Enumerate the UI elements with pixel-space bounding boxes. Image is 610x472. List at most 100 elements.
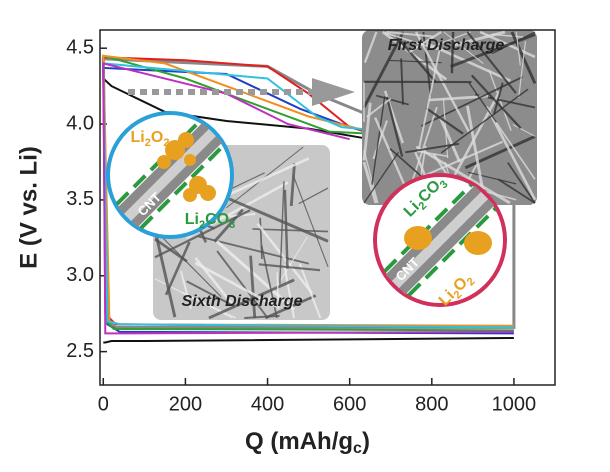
series-line (102, 56, 514, 329)
x-axis-label: Q (mAh/gc) (245, 428, 370, 457)
fiber (216, 250, 269, 319)
fiber (493, 82, 504, 115)
fiber (467, 171, 517, 185)
fiber (512, 124, 536, 137)
formula: Li2O2 (131, 129, 170, 149)
formula: Li2CO3 (401, 173, 451, 223)
fiber (362, 102, 372, 161)
deposit (178, 132, 194, 148)
fiber (371, 96, 386, 185)
fiber (256, 223, 313, 294)
fiber (258, 263, 321, 272)
x-axis-label-part: ) (362, 428, 370, 455)
fiber (227, 157, 310, 197)
fiber (292, 175, 329, 268)
fiber (449, 90, 502, 184)
deposit (404, 226, 432, 250)
fiber (466, 31, 517, 94)
fiber (154, 229, 222, 298)
fiber (362, 31, 405, 109)
fiber (279, 181, 285, 285)
x-tick-label: 600 (333, 393, 366, 415)
fiber (408, 31, 442, 53)
fiber (425, 41, 511, 83)
fiber (363, 151, 399, 204)
fiber (179, 270, 192, 310)
deposit (157, 155, 171, 169)
fiber (485, 105, 537, 201)
fiber (386, 31, 435, 38)
cnt (383, 183, 497, 297)
fiber (164, 241, 191, 296)
fiber (440, 88, 529, 154)
fiber (453, 30, 506, 47)
x-tick-label: 1000 (492, 393, 537, 415)
formula-sub: 2 (163, 137, 169, 149)
formula: Li2CO3 (185, 211, 235, 231)
fiber (420, 140, 503, 179)
y-axis-label: E (V vs. Li) (15, 146, 42, 269)
x-axis-label-part: Q (mAh/g (245, 428, 353, 455)
fiber (249, 255, 257, 319)
fiber (405, 142, 460, 154)
fiber (450, 33, 536, 68)
deposit (464, 231, 492, 255)
fiber (507, 162, 536, 204)
formula-part: CO (205, 211, 229, 228)
y-tick-label: 2.5 (66, 340, 94, 362)
fiber (362, 161, 378, 204)
cnt-wall (407, 207, 497, 297)
fiber (497, 178, 536, 204)
x-tick-label: 200 (169, 393, 202, 415)
x-axis-label-sub: c (353, 440, 362, 457)
fiber (438, 114, 462, 163)
deposit (183, 188, 197, 202)
fiber (363, 149, 379, 204)
fiber (298, 187, 329, 205)
fiber (289, 163, 296, 207)
deposit (200, 185, 216, 201)
fiber (283, 189, 289, 269)
x-tick-label: 800 (415, 393, 448, 415)
formula-sub: 2 (199, 219, 205, 231)
inset-caption: First Discharge (388, 37, 505, 54)
x-tick-label: 0 (98, 393, 109, 415)
fiber (372, 120, 388, 160)
fiber (215, 239, 296, 311)
inset-image (362, 30, 537, 205)
fiber (194, 261, 277, 308)
y-tick-label: 4.5 (66, 36, 94, 58)
fiber (489, 113, 536, 180)
y-tick-label: 3.5 (66, 188, 94, 210)
series-line (102, 66, 514, 335)
fiber (425, 107, 464, 135)
fiber (470, 74, 522, 129)
fiber (154, 238, 188, 263)
inset-caption: Sixth Discharge (182, 293, 303, 310)
cnt-core (124, 129, 216, 221)
y-tick-label: 3.0 (66, 264, 94, 286)
fiber (228, 197, 329, 243)
fiber (518, 41, 527, 99)
arrow-head (312, 78, 355, 106)
fiber (443, 31, 484, 64)
fiber (420, 76, 523, 127)
fiber (385, 96, 404, 157)
fiber (186, 280, 235, 308)
formula-part: Li (131, 129, 145, 146)
fiber (366, 97, 392, 118)
formula-sub: 3 (229, 219, 235, 231)
fiber (153, 229, 177, 318)
fiber (276, 272, 280, 309)
plot-frame (99, 29, 556, 386)
x-tick-label: 400 (251, 393, 284, 415)
cnt-wall (383, 183, 473, 273)
fiber (515, 31, 521, 66)
fiber (363, 31, 378, 63)
fiber (384, 31, 438, 51)
series-line (102, 62, 514, 335)
fiber (208, 278, 295, 320)
fiber (298, 263, 322, 319)
series-line (102, 62, 514, 329)
